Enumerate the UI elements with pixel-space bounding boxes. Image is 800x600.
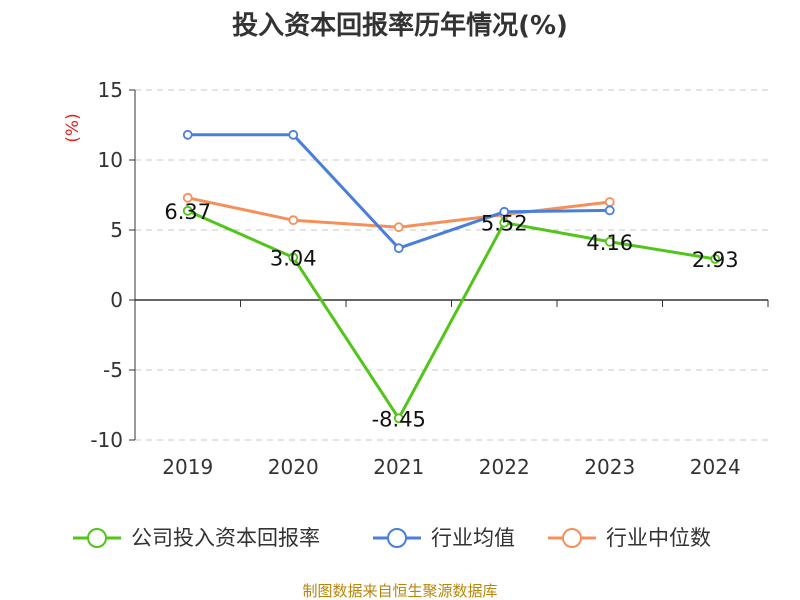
y-axis-label: (%) [63, 113, 83, 142]
y-tick-label: 5 [110, 218, 123, 242]
data-label: 4.16 [586, 231, 633, 255]
y-ticks: 15 10 5 0 -5 -10 [90, 78, 123, 452]
data-point [288, 215, 299, 226]
x-tick-label: 2019 [162, 455, 213, 479]
data-point [393, 222, 404, 233]
legend[interactable]: 公司投入资本回报率 行业均值 行业中位数 [73, 526, 711, 550]
series-line-0 [187, 209, 716, 420]
data-point [182, 129, 193, 140]
legend-item-0[interactable]: 公司投入资本回报率 [73, 526, 320, 550]
data-point [393, 243, 404, 254]
x-tick-label: 2020 [268, 455, 319, 479]
chart-title: 投入资本回报率历年情况(%) [232, 10, 568, 41]
legend-label: 行业中位数 [606, 526, 711, 550]
data-label: 5.52 [481, 212, 528, 236]
data-point [499, 217, 510, 228]
data-labels: 6.37 3.04 -8.45 5.52 4.16 2.93 [164, 200, 738, 431]
source-note: 制图数据来自恒生聚源数据库 [302, 582, 497, 600]
legend-swatch-marker [562, 528, 582, 548]
axes [129, 89, 769, 441]
data-point [710, 254, 721, 264]
legend-swatch-marker [387, 528, 407, 548]
y-tick-label: 10 [98, 148, 123, 172]
x-tick-label: 2022 [479, 455, 530, 479]
y-tick-label: 0 [110, 288, 123, 312]
legend-item-1[interactable]: 行业均值 [373, 526, 515, 550]
grid [135, 89, 768, 441]
data-point [182, 192, 193, 203]
y-tick-label: -5 [103, 358, 123, 382]
x-ticks: 2019 2020 2021 2022 2023 2024 [162, 455, 740, 479]
data-label: 6.37 [164, 200, 211, 224]
data-point [604, 205, 615, 216]
legend-swatch-marker [87, 528, 107, 548]
data-point [499, 206, 510, 217]
data-label: -8.45 [372, 407, 426, 431]
data-label: 3.04 [270, 246, 317, 270]
series-layer [182, 129, 721, 424]
data-point [288, 252, 299, 263]
data-point [604, 197, 615, 207]
legend-label: 公司投入资本回报率 [131, 526, 320, 550]
data-point [182, 205, 193, 216]
y-tick-label: -10 [90, 428, 123, 452]
data-point [604, 236, 615, 247]
legend-item-2[interactable]: 行业中位数 [548, 526, 711, 550]
y-tick-label: 15 [98, 78, 123, 102]
x-tick-label: 2023 [584, 455, 635, 479]
data-point [288, 129, 299, 140]
x-tick-label: 2024 [690, 455, 741, 479]
x-tick-label: 2021 [373, 455, 424, 479]
data-label: 2.93 [692, 248, 739, 272]
data-point [393, 413, 404, 424]
legend-label: 行业均值 [431, 526, 515, 550]
